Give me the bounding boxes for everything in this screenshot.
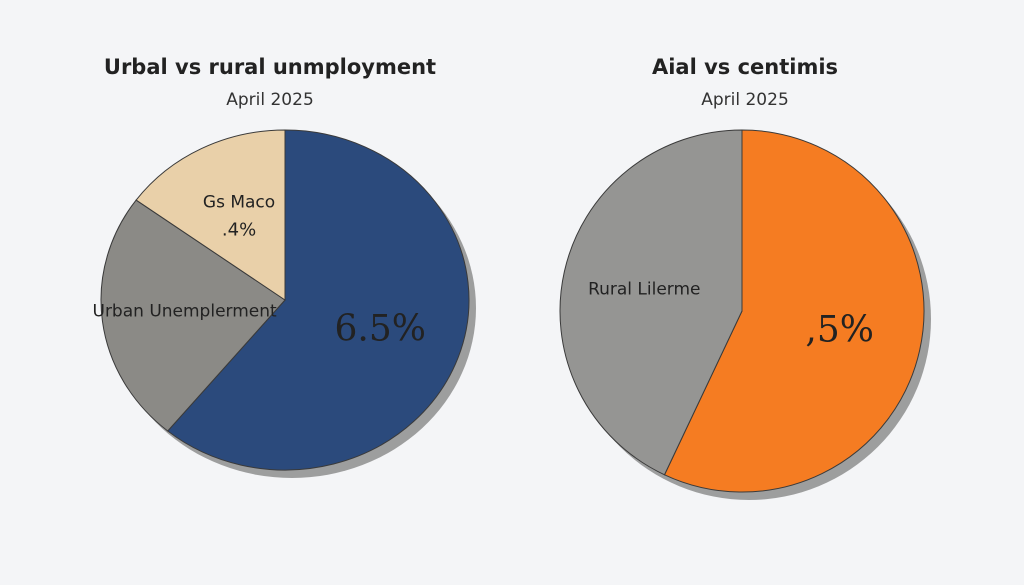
slice-label: Gs Maco [203,193,275,213]
slice-label: Rural Lilerme [588,279,700,299]
chart-title: Aial vs centimis [652,55,838,79]
pie-slice [166,129,470,471]
chart-subtitle: April 2025 [226,90,314,110]
pie-slice [100,199,286,432]
chart-subtitle: April 2025 [701,90,789,110]
slice-annotation: 6.5% [334,309,425,350]
pie-slice [135,129,286,301]
slice-annotation: ,5% [805,310,874,351]
slice-label: Urban Unemplerment [93,302,278,322]
chart-title: Urbal vs rural unmployment [104,55,436,79]
slice-annotation: .4% [222,220,256,241]
pie-slice [559,129,743,476]
pie-slice [663,129,925,493]
